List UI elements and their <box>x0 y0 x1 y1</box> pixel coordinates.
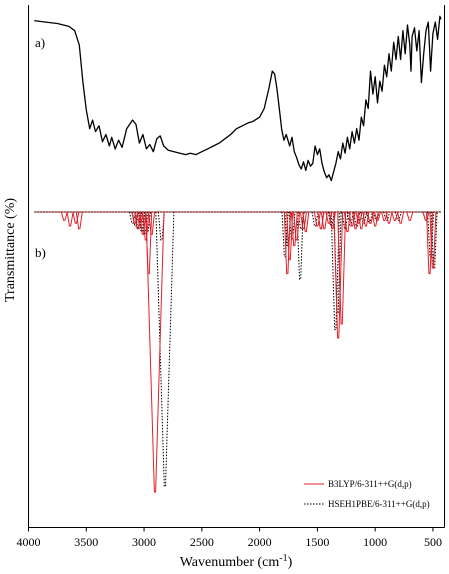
b3lyp-band <box>300 211 307 230</box>
x-tick-label: 3000 <box>132 535 156 549</box>
hseh1pbe-band <box>383 211 391 221</box>
x-axis-title-main: Wavenumber (cm <box>180 555 280 570</box>
b3lyp-band <box>134 211 142 230</box>
b3lyp-band <box>422 211 430 221</box>
hseh1pbe-band <box>327 211 335 227</box>
b3lyp-band <box>66 211 74 227</box>
b3lyp-band <box>362 211 370 227</box>
b3lyp-band <box>333 211 344 339</box>
b3lyp-band <box>60 211 68 221</box>
hseh1pbe-band <box>311 211 319 227</box>
hseh1pbe-band <box>288 211 296 241</box>
b3lyp-band <box>320 211 328 230</box>
x-tick-label: 3500 <box>74 535 98 549</box>
b3lyp-band <box>142 211 150 241</box>
b3lyp-band <box>283 211 291 275</box>
hseh1pbe-band <box>353 211 361 227</box>
b3lyp-band <box>380 211 388 221</box>
x-tick-label: 2500 <box>190 535 214 549</box>
b3lyp-band <box>136 211 144 227</box>
x-tick-label: 2000 <box>248 535 272 549</box>
b3lyp-band <box>337 211 347 325</box>
legend-b3lyp-label: B3LYP/6-311++G(d,p) <box>328 479 412 489</box>
b3lyp-series <box>60 211 437 493</box>
x-tick-label: 1500 <box>305 535 329 549</box>
legend: B3LYP/6-311++G(d,p) HSEH1PBE/6-311++G(d,… <box>304 479 430 509</box>
b3lyp-band <box>131 211 139 224</box>
b3lyp-band <box>391 211 399 221</box>
y-axis-title: Transmittance (%) <box>3 198 18 302</box>
x-tick-label: 1000 <box>363 535 387 549</box>
hseh1pbe-band <box>360 211 368 224</box>
b3lyp-band <box>286 211 294 261</box>
b3lyp-band <box>302 211 310 233</box>
b3lyp-band <box>293 211 301 241</box>
x-tick-group: 4000 3500 3000 2500 2000 1500 1000 500 <box>17 527 442 549</box>
legend-hseh1pbe-label: HSEH1PBE/6-311++G(d,p) <box>328 499 430 509</box>
b3lyp-band <box>367 211 374 224</box>
x-axis-title: Wavenumber (cm-1) <box>180 553 293 570</box>
hseh1pbe-band <box>281 211 289 258</box>
x-axis-title-sup: -1 <box>279 553 287 564</box>
x-axis-title-tail: ) <box>288 555 293 570</box>
b3lyp-band <box>385 211 393 224</box>
b3lyp-band <box>72 211 80 224</box>
x-tick-label: 4000 <box>17 535 41 549</box>
b3lyp-band <box>148 211 156 235</box>
hseh1pbe-band <box>330 211 340 331</box>
b3lyp-band <box>145 211 165 493</box>
b3lyp-band <box>355 211 363 224</box>
b3lyp-band <box>397 211 405 224</box>
hseh1pbe-band <box>346 211 354 227</box>
hseh1pbe-band <box>430 211 438 269</box>
b3lyp-band <box>290 211 298 247</box>
b3lyp-band <box>406 211 414 221</box>
b3lyp-band <box>75 211 83 230</box>
panel-a-label: a) <box>35 35 45 50</box>
x-tick-label: 500 <box>424 535 442 549</box>
experimental-ir-line <box>34 15 442 182</box>
b3lyp-band <box>429 211 437 269</box>
b3lyp-band <box>139 211 147 235</box>
b3lyp-band <box>357 211 365 230</box>
b3lyp-band <box>343 211 351 233</box>
panel-b-label: b) <box>35 245 46 260</box>
hseh1pbe-band <box>129 211 136 224</box>
hseh1pbe-band <box>296 211 304 280</box>
b3lyp-band <box>374 211 381 221</box>
